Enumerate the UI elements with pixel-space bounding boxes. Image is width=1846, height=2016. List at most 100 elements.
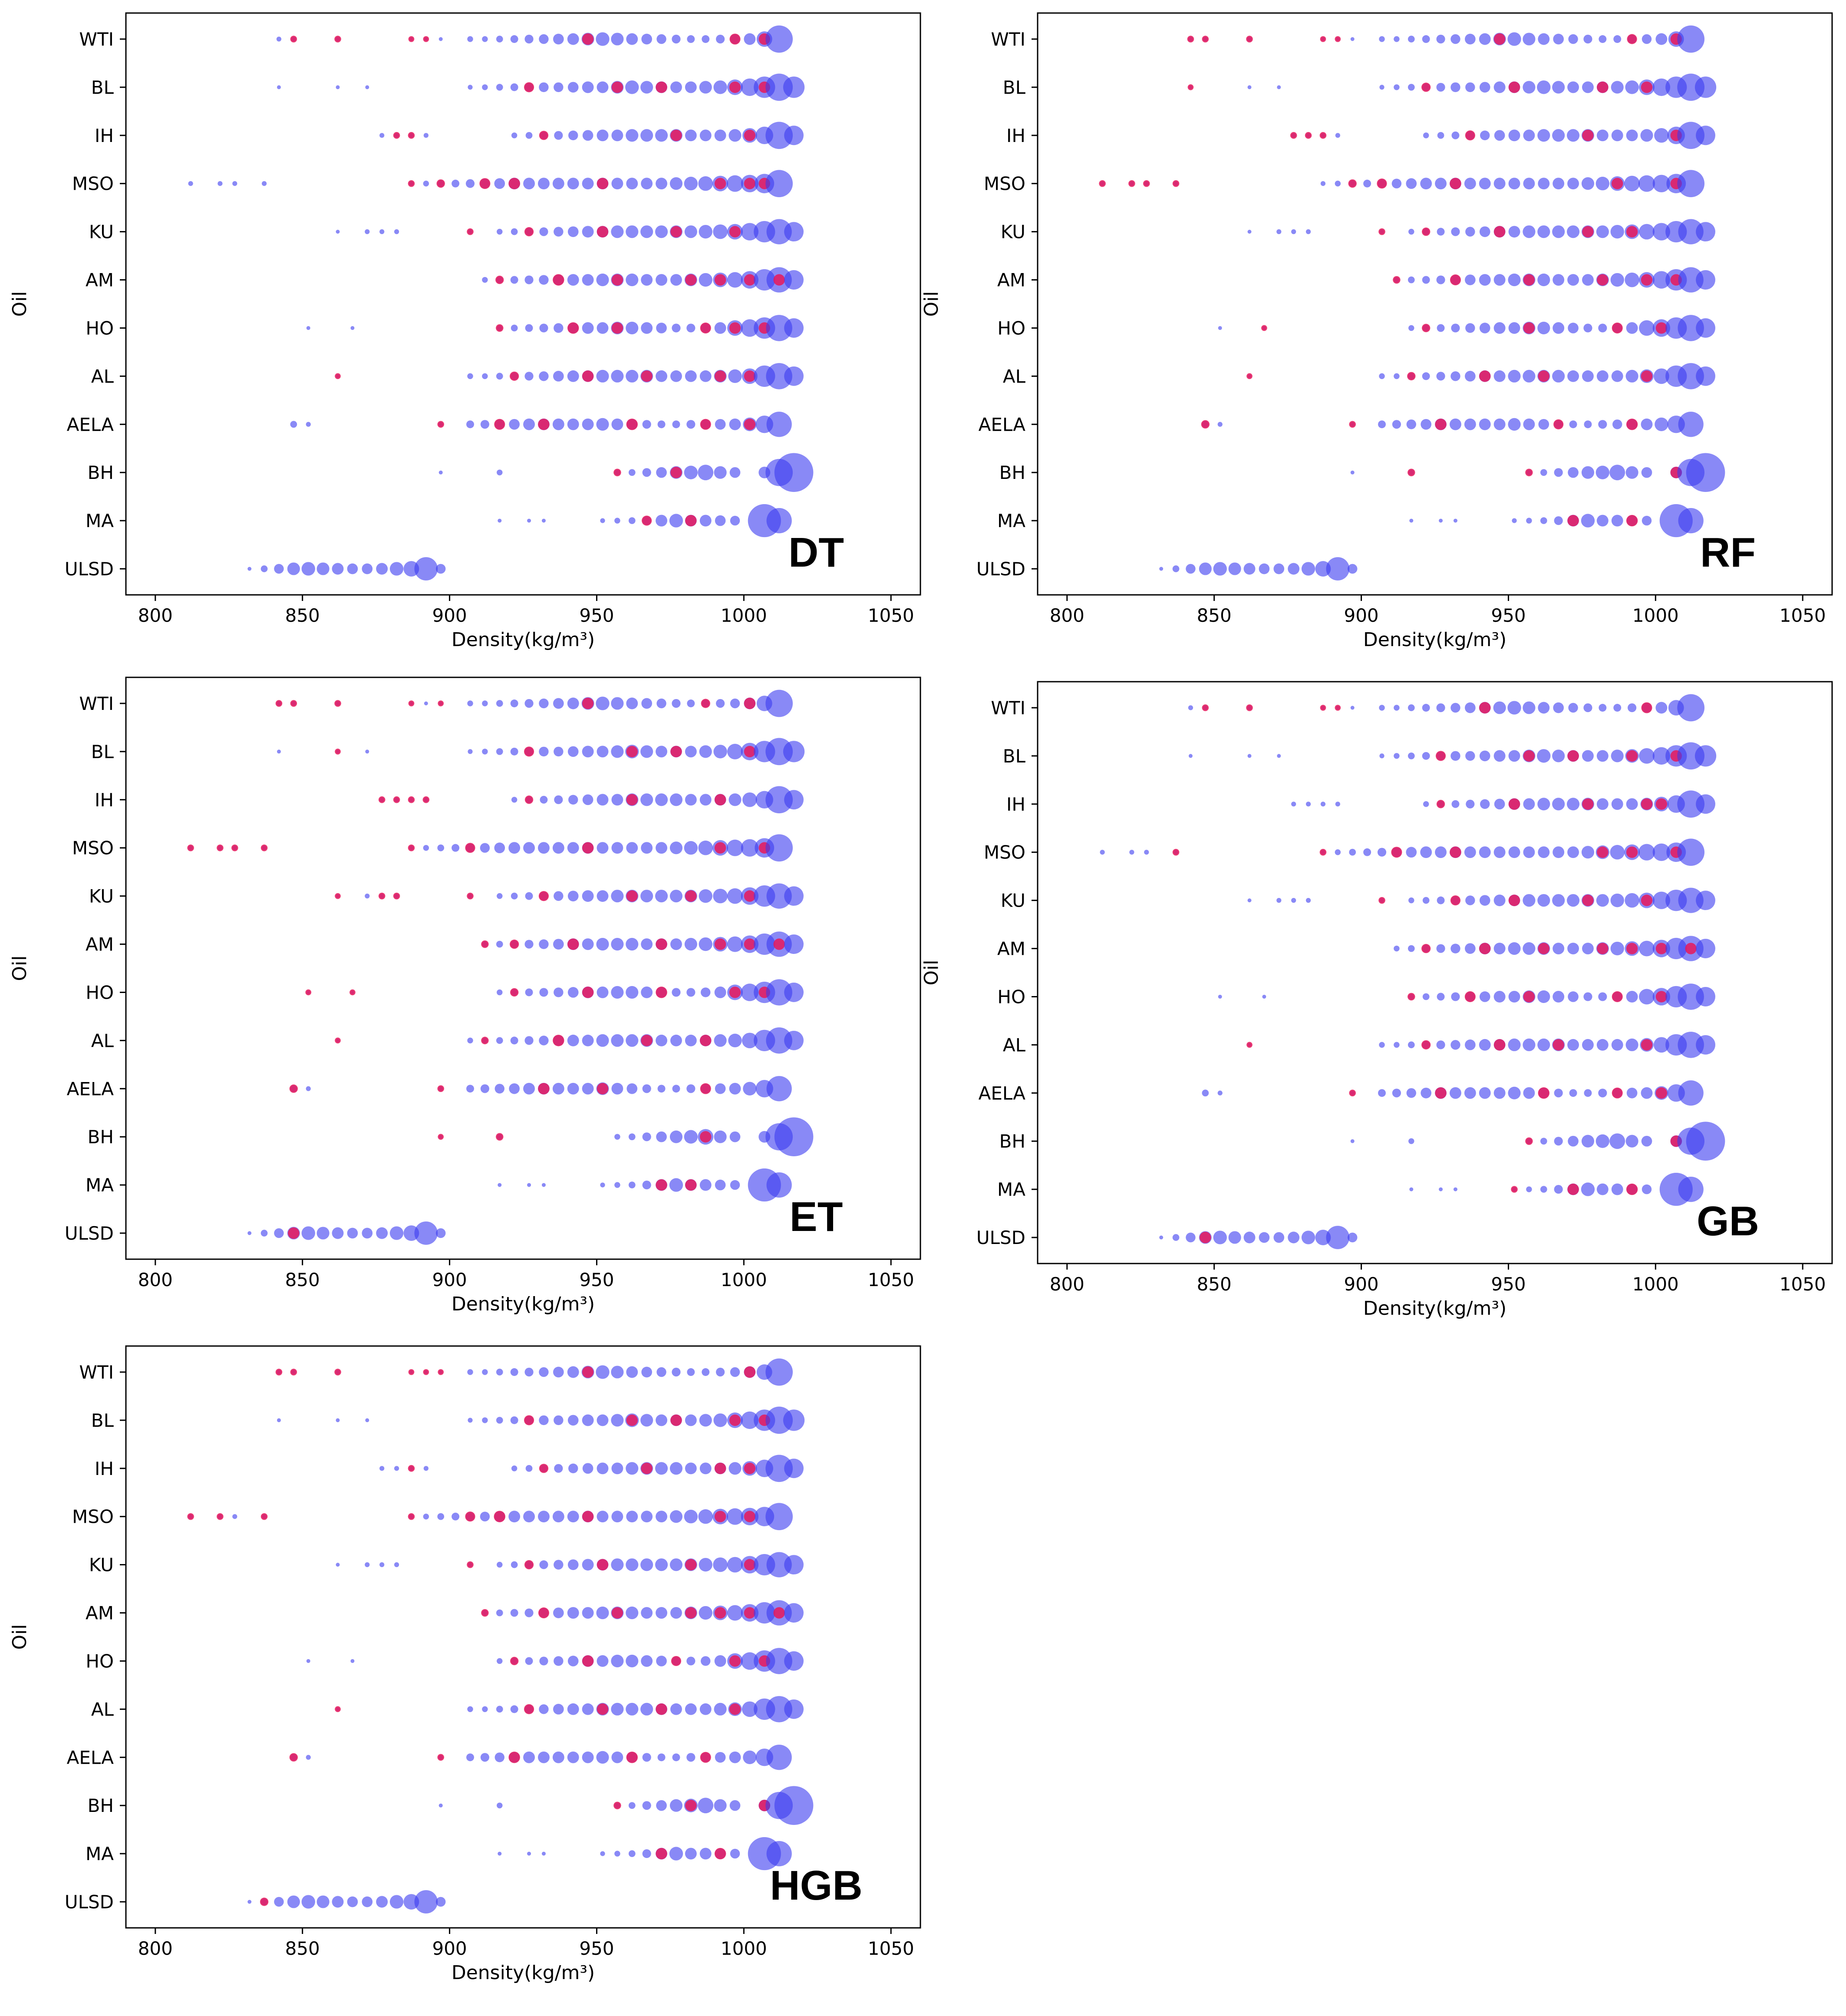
data-point: [436, 1897, 446, 1907]
data-point: [1406, 847, 1417, 858]
x-tick-label: 800: [138, 1269, 173, 1290]
data-point-highlight: [641, 1035, 653, 1046]
data-point: [1465, 82, 1475, 92]
data-point: [1479, 846, 1491, 858]
data-point: [467, 700, 473, 706]
data-point-highlight: [1641, 1039, 1653, 1051]
data-point: [656, 842, 667, 854]
data-point: [641, 33, 652, 45]
data-point: [553, 698, 564, 709]
data-point: [642, 1801, 651, 1810]
data-point-highlight: [1582, 129, 1594, 142]
plot-frame: [125, 1345, 921, 1929]
data-point: [438, 1803, 443, 1808]
data-point: [726, 839, 744, 856]
data-point: [1493, 322, 1506, 334]
data-point: [596, 273, 609, 287]
data-point: [1406, 1088, 1416, 1098]
data-point: [1439, 1187, 1443, 1191]
data-point-highlight: [613, 469, 621, 476]
data-point: [1213, 1231, 1227, 1244]
y-tick-label: MA: [997, 1179, 1025, 1200]
data-point: [766, 363, 792, 389]
data-point: [567, 1703, 579, 1715]
data-point: [597, 794, 609, 806]
data-point-highlight: [714, 1607, 726, 1619]
data-point-highlight: [1290, 132, 1297, 139]
data-point: [656, 1607, 667, 1619]
panel-label: ET: [790, 1194, 843, 1240]
x-tick-label: 950: [579, 605, 614, 626]
data-point: [656, 1367, 666, 1377]
data-point: [465, 179, 475, 188]
data-point: [699, 129, 712, 142]
data-point-highlight: [1511, 1186, 1518, 1193]
data-point-highlight: [611, 1607, 623, 1619]
data-point: [362, 1896, 373, 1907]
data-point-highlight: [744, 746, 756, 758]
data-point: [1276, 229, 1282, 234]
data-point-highlight: [510, 988, 519, 997]
x-tick-label: 900: [432, 605, 467, 626]
y-tick-label: AM: [997, 270, 1025, 291]
data-point-highlight: [510, 939, 519, 949]
data-point: [1609, 1133, 1625, 1149]
data-point: [727, 888, 743, 904]
data-point: [1218, 994, 1222, 999]
data-point: [336, 85, 340, 89]
data-point: [316, 1227, 330, 1240]
data-point: [524, 699, 534, 708]
data-point-highlight: [465, 843, 475, 853]
data-point: [466, 1753, 474, 1762]
data-point: [1538, 419, 1549, 430]
y-tick-label: BL: [91, 741, 114, 762]
data-point-highlight: [438, 1134, 444, 1140]
data-point: [1129, 850, 1134, 855]
data-point: [1598, 1089, 1607, 1098]
y-tick-label: AL: [91, 366, 114, 387]
y-tick-label: AM: [86, 270, 114, 291]
data-point: [480, 1753, 489, 1762]
data-point-highlight: [481, 940, 489, 948]
data-point: [509, 1083, 520, 1094]
data-point-highlight: [305, 989, 312, 996]
data-point: [670, 1607, 682, 1619]
y-tick-label: KU: [1001, 221, 1025, 243]
data-point: [567, 1511, 579, 1523]
data-point-highlight: [1685, 943, 1697, 954]
x-tick-label: 1050: [1780, 605, 1826, 626]
data-point: [1553, 991, 1565, 1003]
data-point: [1464, 418, 1476, 430]
data-point: [625, 80, 639, 94]
data-point: [743, 1082, 757, 1095]
data-point-highlight: [436, 179, 445, 188]
data-point: [1540, 1186, 1547, 1193]
data-point: [582, 1751, 594, 1763]
data-point: [1408, 945, 1415, 952]
data-point: [394, 1466, 399, 1471]
data-point-highlight: [1612, 1087, 1623, 1099]
data-point: [582, 1703, 594, 1715]
data-point: [765, 1358, 793, 1386]
data-point: [1625, 1038, 1638, 1051]
data-point-highlight: [1421, 944, 1431, 954]
data-point: [552, 842, 564, 854]
data-point: [1408, 228, 1414, 235]
data-point-highlight: [597, 1083, 609, 1095]
data-point: [614, 1182, 620, 1188]
data-point: [1568, 34, 1578, 44]
data-point: [699, 81, 712, 94]
data-point: [596, 1606, 609, 1620]
data-point-highlight: [582, 1511, 594, 1522]
data-point: [1437, 993, 1445, 1001]
data-point: [1626, 991, 1638, 1003]
data-point: [1508, 991, 1520, 1003]
data-point: [582, 274, 594, 286]
data-point: [1436, 34, 1445, 44]
data-point: [510, 83, 518, 91]
data-point: [510, 1036, 518, 1045]
data-point: [1553, 846, 1565, 858]
data-point: [538, 178, 550, 190]
data-point-highlight: [1435, 1087, 1447, 1099]
data-point: [1583, 34, 1592, 44]
